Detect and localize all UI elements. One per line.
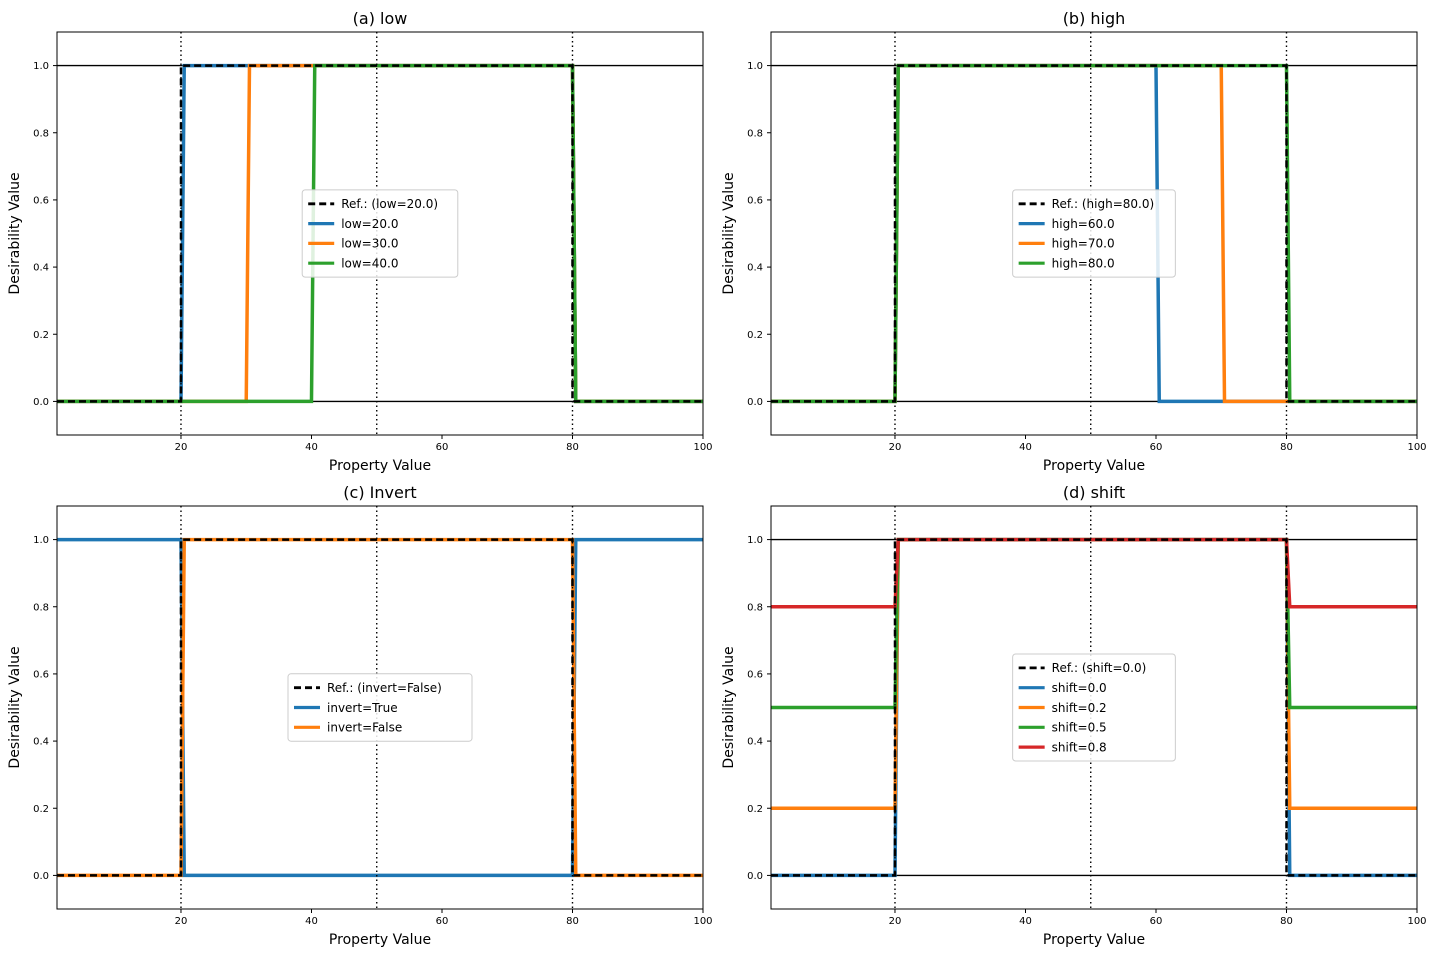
panel-a-legend-box: [301, 189, 459, 278]
panel-a-xtick-label: 80: [566, 442, 579, 453]
panel-a-legend-label: low=20.0: [341, 217, 398, 231]
panel-b-ytick-label: 0.0: [747, 397, 763, 408]
panel-b-ytick-label: 0.6: [747, 195, 763, 206]
panel-d-ytick-label: 0.6: [747, 669, 763, 680]
panel-a-legend-label: low=30.0: [341, 237, 398, 251]
panel-b-legend: Ref.: (high=80.0) high=60.0 high=70.0 high=…: [1012, 189, 1176, 278]
panel-c-legend-label: invert=False: [327, 721, 402, 735]
panel-d: 20 40 60 80 100 0.0 0.2 0.4 0.6 0.8 1.0 (d) shift Pr…: [721, 483, 1427, 948]
panel-d-legend-label: Ref.: (shift=0.0): [1052, 661, 1147, 675]
panel-b-xtick-label: 20: [889, 442, 902, 453]
panel-a-frame: [56, 31, 704, 436]
panel-a: 20 40 60 80 100 0.0 0.2 0.4 0.6 0.8 1.0 (a) low Prop…: [7, 9, 713, 474]
panel-d-xtick-label: 80: [1280, 916, 1293, 927]
panel-b-xtick-label: 60: [1150, 442, 1163, 453]
panel-d-ytick-label: 0.2: [747, 804, 763, 815]
panel-a-legend: Ref.: (low=20.0) low=20.0 low=30.0 low=40.0: [301, 189, 459, 278]
panel-b-ytick-label: 0.8: [747, 128, 763, 139]
panel-d-ylabel: Desirability Value: [721, 646, 737, 768]
panel-c-xlabel: Property Value: [329, 932, 431, 948]
panel-a-ytick-label: 0.2: [33, 330, 49, 341]
panel-c-ytick-label: 0.0: [33, 871, 49, 882]
panel-a-ylabel: Desirability Value: [7, 172, 23, 294]
panel-c-ytick-label: 0.4: [33, 737, 49, 748]
panel-d-ytick-label: 0.8: [747, 602, 763, 613]
panel-b-legend-label: Ref.: (high=80.0): [1052, 197, 1155, 211]
panel-c-legend-label: invert=True: [327, 701, 398, 715]
panel-a-ytick-label: 0.0: [33, 397, 49, 408]
panel-b-legend-label: high=60.0: [1052, 217, 1115, 231]
panel-d-ytick-label: 0.0: [747, 871, 763, 882]
panel-d-title: (d) shift: [1063, 483, 1125, 502]
panel-d-legend-box: [1012, 653, 1176, 762]
panel-a-xtick-label: 100: [693, 442, 712, 453]
panel-c-xtick-label: 60: [436, 916, 449, 927]
panel-d-frame: [770, 505, 1418, 910]
panel-a-xtick-label: 60: [436, 442, 449, 453]
panel-b-ytick-label: 0.2: [747, 330, 763, 341]
panel-c-ytick-label: 0.2: [33, 804, 49, 815]
panel-c-xtick-label: 20: [175, 916, 188, 927]
panel-a-xtick-label: 40: [305, 442, 318, 453]
panel-c-xtick-label: 100: [693, 916, 712, 927]
panel-c-legend-box: [287, 673, 473, 742]
panel-d-reference-line: [771, 538, 1417, 877]
panel-c-reference-line: [57, 538, 703, 877]
panel-c-legend-label: Ref.: (invert=False): [327, 681, 442, 695]
panel-a-reference-line: [57, 64, 703, 403]
panel-a-legend-label: Ref.: (low=20.0): [341, 197, 438, 211]
panel-b-legend-box: [1012, 189, 1176, 278]
panel-c-ytick-label: 0.6: [33, 669, 49, 680]
panel-c-ytick-label: 1.0: [33, 535, 49, 546]
panel-d-legend-label: shift=0.5: [1052, 721, 1107, 735]
panel-b-legend-label: high=70.0: [1052, 237, 1115, 251]
panel-d-xlabel: Property Value: [1043, 932, 1145, 948]
panel-d-series-line: [771, 537, 1417, 609]
panel-a-ytick-label: 0.6: [33, 195, 49, 206]
panel-d-legend-label: shift=0.0: [1052, 681, 1107, 695]
panel-a-ytick-label: 1.0: [33, 61, 49, 72]
panel-a-xtick-label: 20: [175, 442, 188, 453]
panel-b-title: (b) high: [1063, 9, 1126, 28]
panel-a-title: (a) low: [353, 9, 408, 28]
panel-c: 20 40 60 80 100 0.0 0.2 0.4 0.6 0.8 1.0 (c) Invert P…: [7, 483, 713, 948]
panel-c-xtick-label: 80: [566, 916, 579, 927]
panel-d-xtick-label: 60: [1150, 916, 1163, 927]
panel-c-series-line: [57, 537, 703, 878]
panel-d-legend: Ref.: (shift=0.0) shift=0.0 shift=0.2 shift…: [1012, 653, 1176, 762]
panel-d-ytick-label: 1.0: [747, 535, 763, 546]
panel-b-xtick-label: 80: [1280, 442, 1293, 453]
panel-b-ylabel: Desirability Value: [721, 172, 737, 294]
panel-b-xtick-label: 40: [1019, 442, 1032, 453]
panel-c-xtick-label: 40: [305, 916, 318, 927]
panel-b-legend-label: high=80.0: [1052, 257, 1115, 271]
panel-b-ytick-label: 1.0: [747, 61, 763, 72]
panel-b-ytick-label: 0.4: [747, 263, 763, 274]
panel-b-frame: [770, 31, 1418, 436]
panel-d-ytick-label: 0.4: [747, 737, 763, 748]
panel-d-xtick-label: 20: [889, 916, 902, 927]
panel-c-legend: Ref.: (invert=False) invert=True invert=Fa…: [287, 673, 473, 742]
panel-c-frame: [56, 505, 704, 910]
panel-b: 20 40 60 80 100 0.0 0.2 0.4 0.6 0.8 1.0 (b) high Pro…: [721, 9, 1427, 474]
panel-d-xtick-label: 40: [1019, 916, 1032, 927]
panel-b-xtick-label: 100: [1407, 442, 1426, 453]
panel-a-legend-label: low=40.0: [341, 257, 398, 271]
panel-d-xtick-label: 100: [1407, 916, 1426, 927]
panel-c-ytick-label: 0.8: [33, 602, 49, 613]
panel-a-ytick-label: 0.8: [33, 128, 49, 139]
panel-b-reference-line: [771, 64, 1417, 403]
panel-a-xlabel: Property Value: [329, 458, 431, 474]
panel-c-title: (c) Invert: [343, 483, 416, 502]
panel-c-ylabel: Desirability Value: [7, 646, 23, 768]
panel-a-ytick-label: 0.4: [33, 263, 49, 274]
panel-d-legend-label: shift=0.8: [1052, 740, 1107, 754]
panel-d-legend-label: shift=0.2: [1052, 701, 1107, 715]
panel-b-xlabel: Property Value: [1043, 458, 1145, 474]
